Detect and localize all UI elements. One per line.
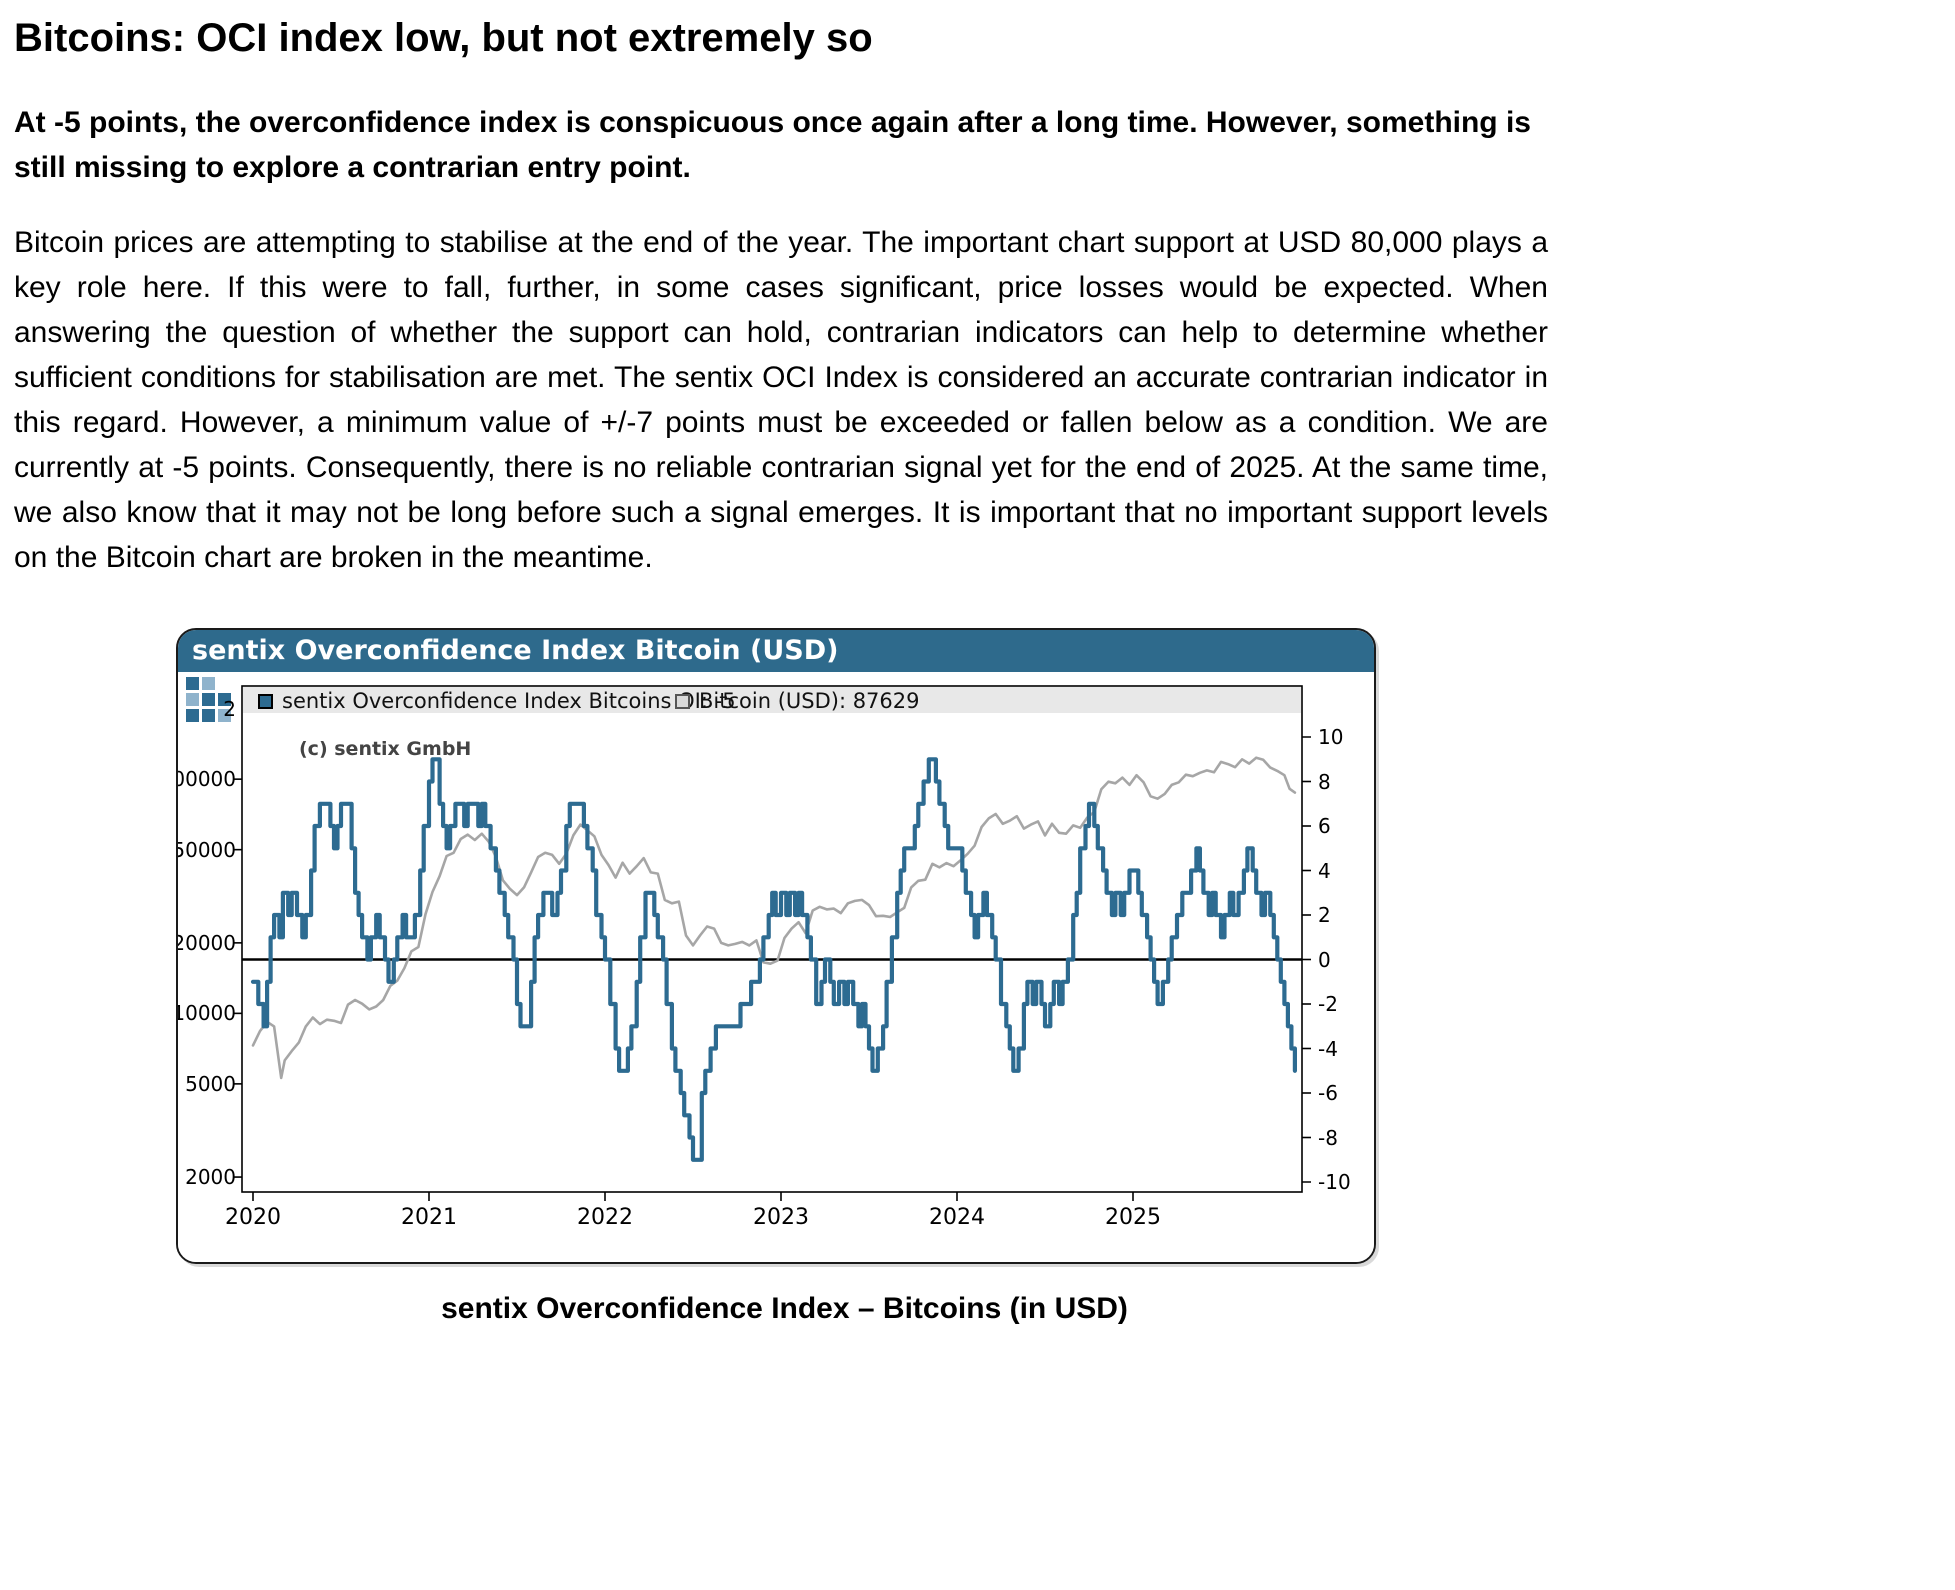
chart-header: sentix Overconfidence Index Bitcoin (USD…	[178, 630, 1374, 672]
y-axis-label-right: 8	[1318, 769, 1331, 794]
chart-caption: sentix Overconfidence Index – Bitcoins (…	[441, 1292, 1128, 1325]
y-axis-label-right: 2	[1318, 903, 1331, 927]
y-axis-label-left: 20000	[176, 930, 236, 955]
copyright-note: (c) sentix GmbH	[299, 738, 472, 760]
y-axis-label-left: 10000	[176, 1001, 236, 1026]
y-axis-label-right: -4	[1318, 1036, 1338, 1061]
y-axis-label-right: 4	[1318, 858, 1331, 883]
legend-label-oi: sentix Overconfidence Index Bitcoins OI:…	[282, 689, 736, 713]
x-axis-label: 2021	[401, 1205, 457, 1230]
legend-label-btc: Bitcoin (USD): 87629	[699, 689, 920, 713]
legend-item-oi: sentix Overconfidence Index Bitcoins OI:…	[258, 689, 736, 713]
x-axis-label: 2022	[577, 1205, 633, 1230]
y-axis-label-right: 0	[1318, 947, 1331, 972]
x-axis-label: 2020	[225, 1205, 281, 1230]
y-axis-label-left: 2000	[185, 1165, 236, 1190]
article: Bitcoins: OCI index low, but not extreme…	[14, 16, 1548, 1325]
legend-swatch-oi-icon	[258, 693, 273, 709]
y-axis-label-left: 5000	[185, 1071, 236, 1096]
legend-swatch-btc-icon	[675, 693, 690, 709]
y-axis-label-right: -2	[1318, 992, 1338, 1016]
x-axis-label: 2025	[1105, 1205, 1161, 1230]
y-axis-label-right: 6	[1318, 814, 1331, 838]
y-axis-label-right: -6	[1318, 1081, 1338, 1105]
sentix-logo	[186, 677, 231, 722]
x-axis-label: 2024	[929, 1205, 985, 1230]
y-axis-label-right: -10	[1318, 1170, 1351, 1194]
body-paragraph: Bitcoin prices are attempting to stabili…	[14, 226, 1548, 574]
y-axis-label-left: 50000	[176, 837, 236, 862]
y-axis-label-right: 10	[1318, 725, 1344, 749]
legend-item-btc: Bitcoin (USD): 87629	[675, 689, 920, 713]
page-title: Bitcoins: OCI index low, but not extreme…	[14, 16, 873, 60]
y-axis-label-left: 00000	[176, 767, 236, 792]
lede-paragraph: At -5 points, the overconfidence index i…	[14, 106, 1531, 184]
chart-title: sentix Overconfidence Index Bitcoin (USD…	[192, 635, 839, 666]
y-axis-label-left: 2	[223, 696, 236, 721]
oci-chart	[233, 685, 1311, 1201]
x-axis-label: 2023	[753, 1205, 809, 1230]
chart-panel: sentix Overconfidence Index Bitcoin (USD…	[176, 628, 1376, 1264]
y-axis-label-right: -8	[1318, 1125, 1338, 1150]
chart-body: sentix Overconfidence Index Bitcoins OI:…	[178, 672, 1374, 1262]
